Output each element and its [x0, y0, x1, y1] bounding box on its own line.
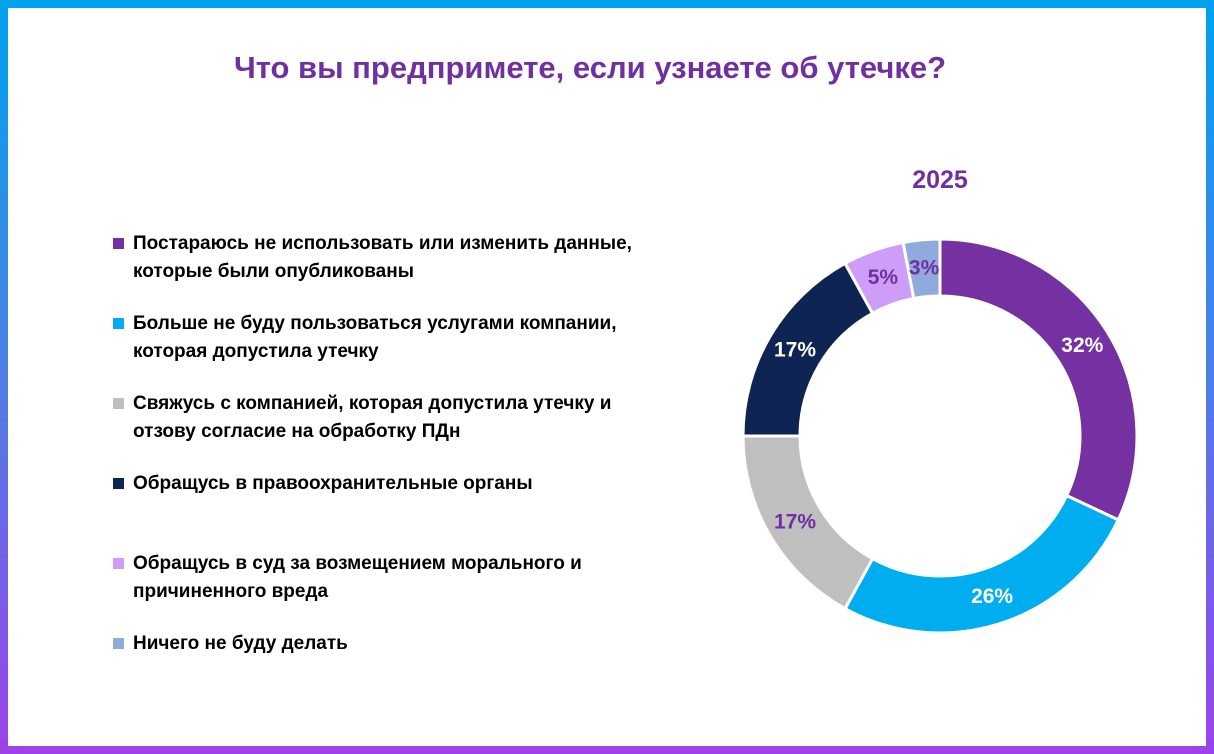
legend-item: Постараюсь не использовать или изменить … — [113, 230, 718, 310]
legend-item-label: Ничего не буду делать — [133, 633, 348, 654]
chart-legend: Постараюсь не использовать или изменить … — [113, 230, 718, 710]
legend-marker-swatch — [113, 398, 124, 409]
donut-slice-data-label: 3% — [909, 257, 940, 280]
legend-item-label: Постараюсь не использовать или изменить … — [133, 233, 632, 282]
legend-item-label: Обращусь в правоохранительные органы — [133, 473, 533, 494]
legend-item-label: Свяжусь с компанией, которая допустила у… — [133, 393, 612, 442]
slide-canvas: Что вы предпримете, если узнаете об утеч… — [8, 8, 1206, 746]
legend-marker-swatch — [113, 558, 124, 569]
chart-year-label: 2025 — [912, 166, 968, 194]
legend-marker-swatch — [113, 638, 124, 649]
legend-marker-swatch — [113, 318, 124, 329]
donut-slice-data-label: 5% — [868, 266, 899, 289]
donut-slice — [843, 494, 1120, 635]
legend-item: Обращусь в правоохранительные органы — [113, 470, 718, 550]
page-title: Что вы предпримете, если узнаете об утеч… — [8, 42, 1172, 93]
donut-chart: 32% 26% 17% 17% 5% 3% — [741, 237, 1139, 635]
legend-item: Свяжусь с компанией, которая допустила у… — [113, 390, 718, 470]
legend-marker-swatch — [113, 478, 124, 489]
legend-item: Больше не буду пользоваться услугами ком… — [113, 310, 718, 390]
legend-item: Обращусь в суд за возмещением морального… — [113, 550, 718, 630]
legend-item: Ничего не буду делать — [113, 630, 718, 710]
donut-slice — [901, 237, 942, 300]
donut-slice — [938, 237, 1139, 522]
donut-slice-data-label: 26% — [971, 585, 1013, 608]
donut-slice-data-label: 32% — [1061, 334, 1103, 357]
legend-item-label: Обращусь в суд за возмещением морального… — [133, 553, 582, 602]
legend-item-label: Больше не буду пользоваться услугами ком… — [133, 313, 617, 362]
legend-marker-swatch — [113, 238, 124, 249]
donut-slice-data-label: 17% — [774, 510, 816, 533]
page-title-text: Что вы предпримете, если узнаете об утеч… — [233, 50, 947, 85]
donut-slice-data-label: 17% — [774, 339, 816, 362]
